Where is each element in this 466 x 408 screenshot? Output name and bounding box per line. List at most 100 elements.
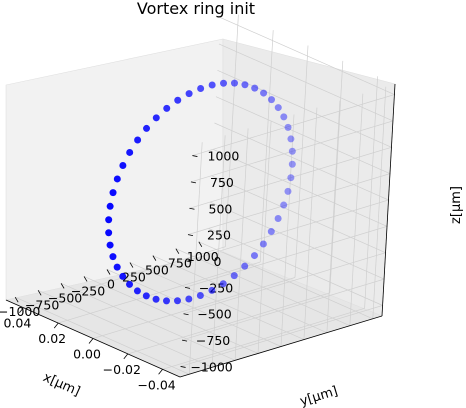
x-tick-label: 0.02 bbox=[38, 331, 66, 346]
x-tick-mark bbox=[19, 307, 24, 313]
y-tick-mark bbox=[175, 248, 180, 254]
z-tick-mark bbox=[187, 234, 194, 237]
data-point bbox=[105, 229, 113, 237]
y-axis-label: y[μm] bbox=[298, 384, 339, 408]
data-point bbox=[197, 84, 205, 92]
z-tick-mark bbox=[190, 181, 197, 184]
data-point bbox=[284, 123, 292, 131]
data-point bbox=[185, 295, 193, 303]
z-tick-label: 750 bbox=[210, 175, 234, 190]
y-tick-label: −500 bbox=[48, 290, 82, 305]
x-tick-label: 0.04 bbox=[3, 316, 31, 331]
z-tick-mark bbox=[183, 313, 189, 316]
z-tick-label: −1000 bbox=[190, 359, 232, 374]
data-point bbox=[220, 79, 228, 87]
y-grid-line bbox=[15, 296, 190, 375]
data-point bbox=[143, 124, 151, 132]
y-tick-label: −250 bbox=[71, 283, 105, 298]
y-tick-label: 250 bbox=[122, 270, 146, 285]
data-point bbox=[163, 104, 171, 112]
z-tick-mark bbox=[180, 366, 186, 368]
data-point bbox=[106, 241, 114, 249]
data-point bbox=[119, 161, 127, 169]
data-point bbox=[152, 114, 160, 122]
y-tick-mark bbox=[60, 283, 65, 289]
x-tick-mark bbox=[158, 369, 163, 375]
data-points bbox=[105, 79, 296, 305]
z-tick-mark bbox=[186, 260, 192, 263]
data-point bbox=[241, 262, 249, 270]
data-point bbox=[241, 81, 249, 89]
data-point bbox=[267, 228, 275, 236]
z-tick-mark bbox=[192, 155, 198, 157]
x-axis-label: x[μm] bbox=[41, 370, 83, 399]
y-tick-mark bbox=[198, 241, 203, 247]
data-point bbox=[174, 96, 182, 104]
y-tick-mark bbox=[37, 290, 42, 296]
data-point bbox=[173, 297, 181, 305]
x-tick-label: −0.02 bbox=[103, 362, 141, 377]
data-point bbox=[280, 201, 288, 209]
y-tick-mark bbox=[83, 276, 88, 282]
y-axis-line bbox=[179, 315, 383, 378]
data-point bbox=[219, 280, 227, 288]
data-point bbox=[274, 215, 282, 223]
x-axis-line bbox=[5, 299, 181, 378]
data-point bbox=[163, 297, 171, 305]
data-point bbox=[208, 81, 216, 89]
y-grid-line bbox=[152, 255, 328, 333]
data-point bbox=[230, 272, 238, 280]
data-point bbox=[267, 96, 275, 104]
x-tick-mark bbox=[123, 353, 129, 360]
grid-lines bbox=[14, 14, 396, 375]
data-point bbox=[119, 272, 127, 280]
data-point bbox=[287, 174, 295, 182]
y-grid-line bbox=[106, 269, 282, 347]
y-tick-label: 750 bbox=[168, 256, 192, 271]
x-tick-mark bbox=[53, 322, 59, 329]
data-point bbox=[208, 286, 216, 294]
z-tick-mark bbox=[189, 207, 195, 210]
y-tick-label: −750 bbox=[25, 297, 59, 312]
y-tick-mark bbox=[14, 297, 19, 303]
y-grid-line bbox=[37, 289, 213, 368]
data-point bbox=[126, 148, 134, 156]
z-tick-mark bbox=[184, 286, 191, 289]
data-point bbox=[113, 263, 121, 271]
y-tick-label: 0 bbox=[107, 277, 115, 292]
x-tick-mark bbox=[88, 338, 94, 344]
y-tick-label: 500 bbox=[145, 263, 169, 278]
data-point bbox=[250, 252, 258, 260]
z-tick-label: 0 bbox=[214, 254, 222, 269]
data-point bbox=[260, 89, 268, 97]
data-point bbox=[288, 147, 296, 155]
y-tick-mark bbox=[129, 262, 134, 268]
data-point bbox=[230, 79, 238, 87]
data-point bbox=[109, 189, 117, 197]
data-point bbox=[152, 295, 160, 303]
data-point bbox=[126, 280, 134, 288]
y-tick-label: 1000 bbox=[187, 249, 219, 264]
data-point bbox=[251, 84, 259, 92]
data-point bbox=[284, 187, 292, 195]
data-point bbox=[133, 287, 141, 295]
y-grid-line bbox=[175, 248, 351, 327]
y-grid-line bbox=[83, 276, 259, 354]
z-tick-label: −250 bbox=[199, 280, 233, 295]
z-tick-label: −500 bbox=[197, 307, 231, 322]
x-tick-label: −0.04 bbox=[137, 377, 175, 392]
data-point bbox=[105, 216, 113, 224]
z-tick-label: 250 bbox=[207, 228, 231, 243]
data-point bbox=[113, 175, 121, 183]
data-point bbox=[287, 135, 295, 143]
z-tick-label: −750 bbox=[196, 333, 230, 348]
data-point bbox=[106, 202, 114, 210]
data-point bbox=[288, 160, 296, 168]
y-tick-mark bbox=[106, 269, 111, 275]
data-point bbox=[274, 104, 282, 112]
z-axis-line bbox=[381, 83, 396, 317]
y-grid-line bbox=[129, 262, 305, 340]
chart-title: Vortex ring init bbox=[137, 0, 255, 18]
